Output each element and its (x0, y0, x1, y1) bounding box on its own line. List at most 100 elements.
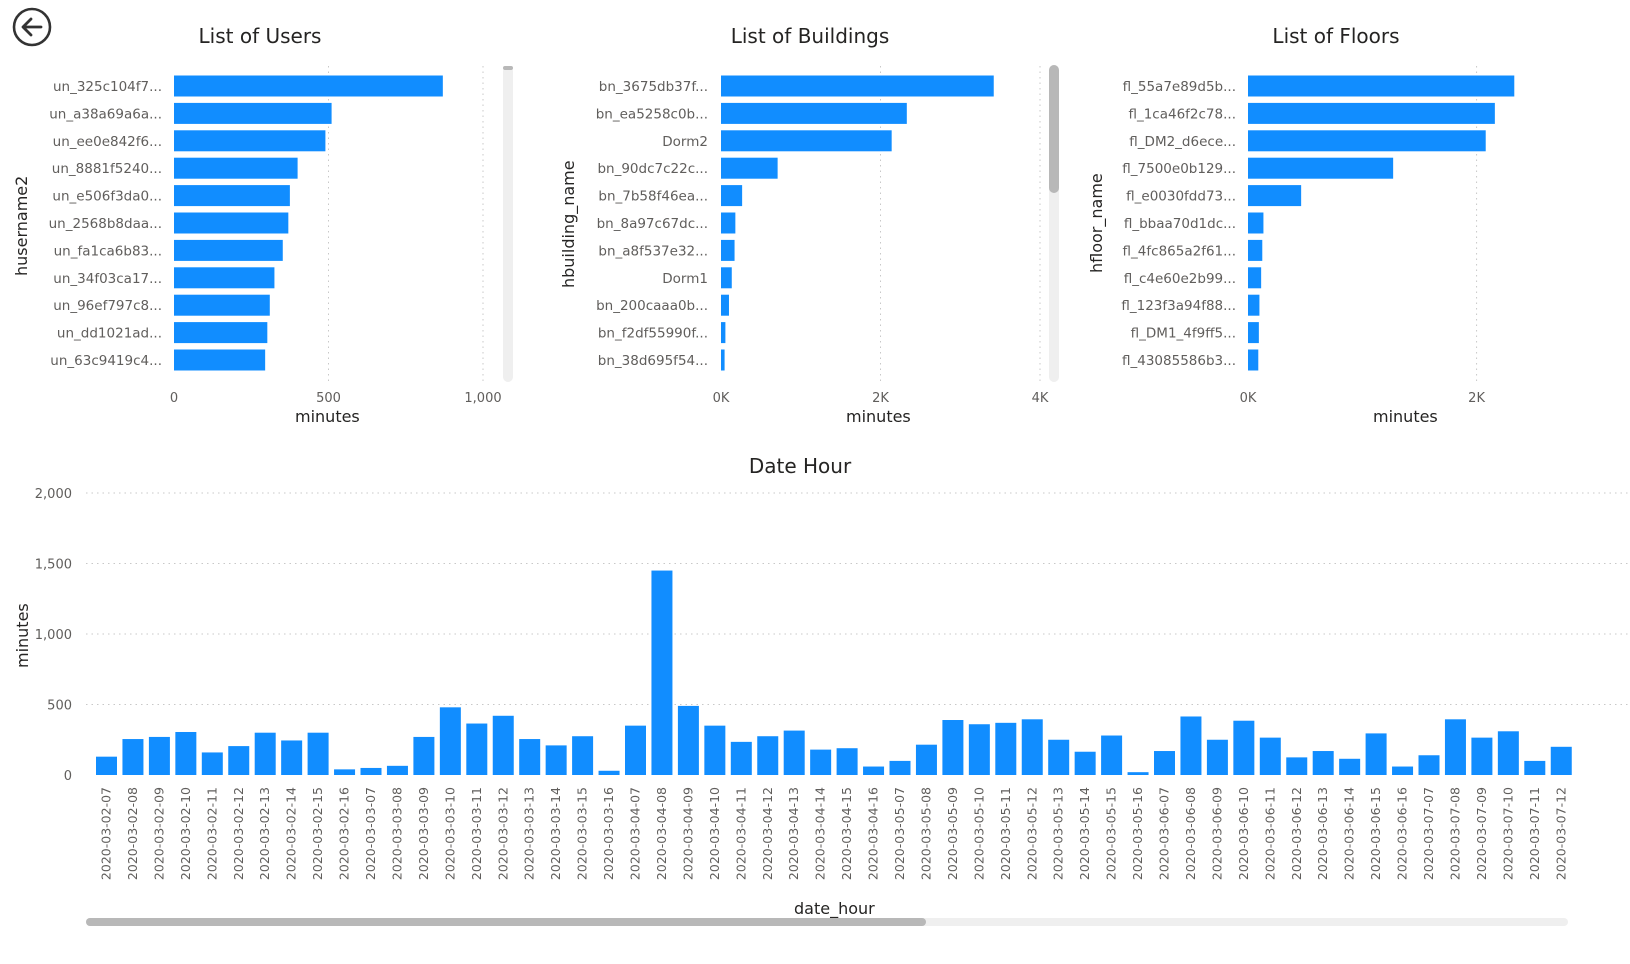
bar[interactable] (721, 322, 726, 344)
bar[interactable] (1206, 739, 1228, 775)
bar[interactable] (413, 736, 435, 775)
bar[interactable] (1418, 755, 1440, 775)
bar[interactable] (466, 723, 488, 775)
bar[interactable] (968, 724, 990, 775)
bar[interactable] (201, 752, 223, 775)
bar[interactable] (598, 770, 620, 775)
bar[interactable] (651, 570, 673, 775)
bar[interactable] (721, 75, 994, 97)
date-hour-scrollbar[interactable] (86, 918, 1568, 926)
bar[interactable] (174, 130, 326, 152)
bar[interactable] (677, 705, 699, 775)
bar[interactable] (721, 157, 778, 179)
bar[interactable] (995, 722, 1017, 775)
bar[interactable] (1048, 739, 1070, 775)
bar[interactable] (174, 185, 290, 207)
back-button[interactable] (10, 5, 54, 49)
bar[interactable] (254, 732, 276, 775)
bar[interactable] (174, 212, 289, 234)
bar[interactable] (1248, 349, 1259, 371)
bar[interactable] (1248, 212, 1264, 234)
bar[interactable] (174, 349, 266, 371)
bar[interactable] (174, 267, 275, 289)
bar[interactable] (1101, 735, 1123, 775)
bar[interactable] (1074, 751, 1096, 775)
bar[interactable] (1259, 737, 1281, 775)
bar[interactable] (721, 185, 743, 207)
bar[interactable] (1248, 130, 1486, 152)
scrollbar-thumb[interactable] (1049, 65, 1059, 193)
scrollbar-thumb[interactable] (86, 918, 926, 926)
bar[interactable] (1248, 267, 1262, 289)
bar[interactable] (281, 740, 303, 775)
bar[interactable] (492, 715, 514, 775)
bar[interactable] (1248, 75, 1515, 97)
bar[interactable] (386, 765, 408, 775)
bar[interactable] (757, 736, 779, 775)
bar[interactable] (625, 725, 646, 775)
buildings-scrollbar[interactable] (1049, 65, 1059, 382)
bar[interactable] (1524, 760, 1546, 775)
bar[interactable] (334, 769, 356, 775)
bar[interactable] (572, 736, 594, 775)
bar[interactable] (1248, 185, 1302, 207)
bar[interactable] (1248, 294, 1260, 316)
bar[interactable] (915, 744, 937, 775)
bar[interactable] (810, 749, 832, 775)
scrollbar-thumb[interactable] (503, 66, 513, 70)
bar[interactable] (1021, 719, 1043, 775)
bar[interactable] (721, 349, 725, 371)
bar[interactable] (1233, 720, 1255, 775)
bar[interactable] (889, 760, 911, 775)
bar[interactable] (836, 748, 858, 775)
bar[interactable] (1248, 102, 1495, 124)
bar[interactable] (721, 212, 736, 234)
bar[interactable] (730, 741, 752, 775)
bar[interactable] (96, 756, 117, 775)
category-label: 2020-03-04-09 (680, 787, 695, 880)
bar[interactable] (1312, 751, 1334, 775)
bar[interactable] (1127, 772, 1149, 775)
bar[interactable] (1471, 737, 1493, 775)
bar[interactable] (1365, 733, 1387, 775)
bar[interactable] (1550, 746, 1572, 775)
bar[interactable] (174, 102, 332, 124)
bar[interactable] (174, 157, 298, 179)
bar[interactable] (122, 739, 144, 775)
bar[interactable] (1180, 716, 1202, 775)
bar[interactable] (721, 294, 729, 316)
bar[interactable] (174, 322, 268, 344)
bar[interactable] (519, 739, 541, 775)
chart-title: Date Hour (748, 454, 852, 478)
bar[interactable] (721, 102, 907, 124)
bar[interactable] (174, 239, 283, 261)
users-scrollbar[interactable] (503, 66, 513, 382)
bar[interactable] (1248, 157, 1394, 179)
bar[interactable] (228, 746, 250, 775)
bar[interactable] (783, 730, 805, 775)
bar[interactable] (439, 707, 461, 775)
category-label: 2020-03-03-10 (442, 787, 457, 880)
category-label: 2020-03-03-08 (389, 787, 404, 880)
bar[interactable] (863, 766, 885, 775)
bar[interactable] (721, 130, 892, 152)
bar[interactable] (175, 731, 197, 775)
bar[interactable] (1497, 731, 1519, 775)
bar[interactable] (1444, 719, 1466, 775)
bar[interactable] (1154, 751, 1175, 775)
bar[interactable] (942, 720, 964, 775)
bar[interactable] (174, 75, 443, 97)
bar[interactable] (1286, 757, 1308, 775)
bar[interactable] (1248, 322, 1259, 344)
bar[interactable] (721, 239, 735, 261)
bar[interactable] (1339, 758, 1361, 775)
bar[interactable] (704, 725, 726, 775)
bar[interactable] (721, 267, 732, 289)
bar[interactable] (307, 732, 329, 775)
bar[interactable] (1392, 766, 1414, 775)
bar[interactable] (545, 745, 567, 775)
bar[interactable] (1248, 239, 1263, 261)
bar[interactable] (174, 294, 270, 316)
bar[interactable] (360, 767, 382, 775)
bar[interactable] (148, 736, 170, 775)
